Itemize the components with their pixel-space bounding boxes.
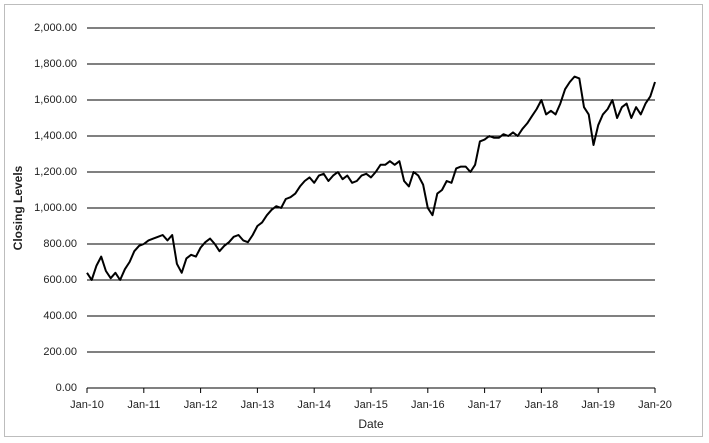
gridlines bbox=[87, 27, 655, 353]
x-tick-label: Jan-18 bbox=[525, 399, 559, 411]
y-tick-label: 1,200.00 bbox=[34, 166, 77, 178]
y-tick-label: 1,400.00 bbox=[34, 130, 77, 142]
x-tick-label: Jan-15 bbox=[354, 399, 388, 411]
y-axis-title: Closing Levels bbox=[11, 165, 25, 250]
y-tick-label: 2,000.00 bbox=[34, 22, 77, 34]
x-tick-label: Jan-20 bbox=[638, 399, 672, 411]
y-tick-label: 1,800.00 bbox=[34, 58, 77, 70]
x-tick-label: Jan-16 bbox=[411, 399, 445, 411]
x-axis-ticks: Jan-10 Jan-11 Jan-12 Jan-13 Jan-14 Jan-15 Jan-… bbox=[70, 388, 672, 411]
y-tick-label: 1,000.00 bbox=[34, 202, 77, 214]
x-tick-label: Jan-17 bbox=[468, 399, 502, 411]
series-line bbox=[86, 75, 656, 281]
x-tick-label: Jan-11 bbox=[127, 399, 160, 411]
x-tick-label: Jan-12 bbox=[184, 399, 218, 411]
y-tick-label: 400.00 bbox=[43, 310, 77, 322]
x-tick-label: Jan-10 bbox=[70, 399, 104, 411]
x-tick-label: Jan-19 bbox=[581, 399, 615, 411]
y-tick-label: 600.00 bbox=[43, 274, 77, 286]
x-axis-title: Date bbox=[358, 417, 384, 431]
x-tick-label: Jan-14 bbox=[297, 399, 331, 411]
y-axis-ticks: 0.00 200.00 400.00 600.00 800.00 1,000.00 1,20… bbox=[34, 22, 77, 394]
chart-frame bbox=[4, 4, 703, 437]
y-tick-label: 1,600.00 bbox=[34, 94, 77, 106]
y-tick-label: 200.00 bbox=[43, 346, 77, 358]
y-tick-label: 800.00 bbox=[43, 238, 77, 250]
y-tick-label: 0.00 bbox=[56, 382, 77, 394]
x-tick-label: Jan-13 bbox=[241, 399, 275, 411]
